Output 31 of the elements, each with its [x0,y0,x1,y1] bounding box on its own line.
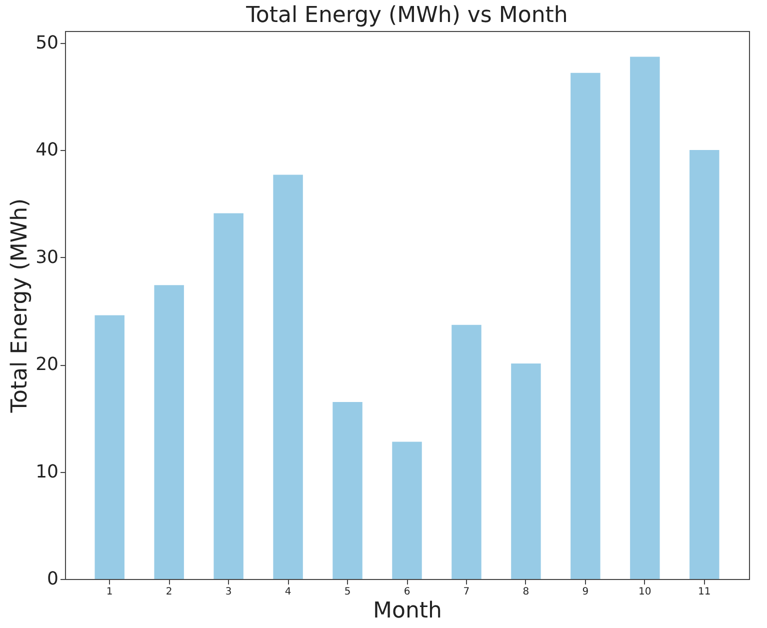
y-tick-label: 50 [36,32,58,54]
bar [154,285,184,579]
x-tick-label: 10 [638,586,652,598]
x-tick-label: 2 [166,586,172,598]
bar [214,213,244,579]
y-tick-label: 0 [47,568,58,590]
bar [452,324,482,579]
x-tick-label: 9 [582,586,589,598]
bar [332,402,362,579]
x-tick-label: 6 [404,586,410,598]
x-tick-label: 3 [225,586,232,598]
bar [94,315,124,579]
x-tick-label: 8 [522,586,530,598]
x-tick-label: 4 [284,586,292,598]
y-tick-label: 30 [36,246,58,268]
bar [630,56,660,579]
x-tick-label: 7 [463,586,470,598]
bar [392,442,422,579]
x-axis-title: Month [373,598,442,624]
y-tick-label: 10 [36,461,58,482]
y-tick-label: 40 [36,140,58,161]
bar [690,150,720,579]
y-tick-label: 20 [36,354,58,376]
bar [570,72,600,579]
y-axis-title: Total Energy (MWh) [8,198,33,414]
bar [511,363,541,579]
x-tick-label: 1 [106,586,113,598]
bar [273,174,303,579]
chart-title: Total Energy (MWh) vs Month [245,3,568,28]
x-tick-label: 5 [344,586,351,598]
x-tick-label: 11 [698,586,711,598]
